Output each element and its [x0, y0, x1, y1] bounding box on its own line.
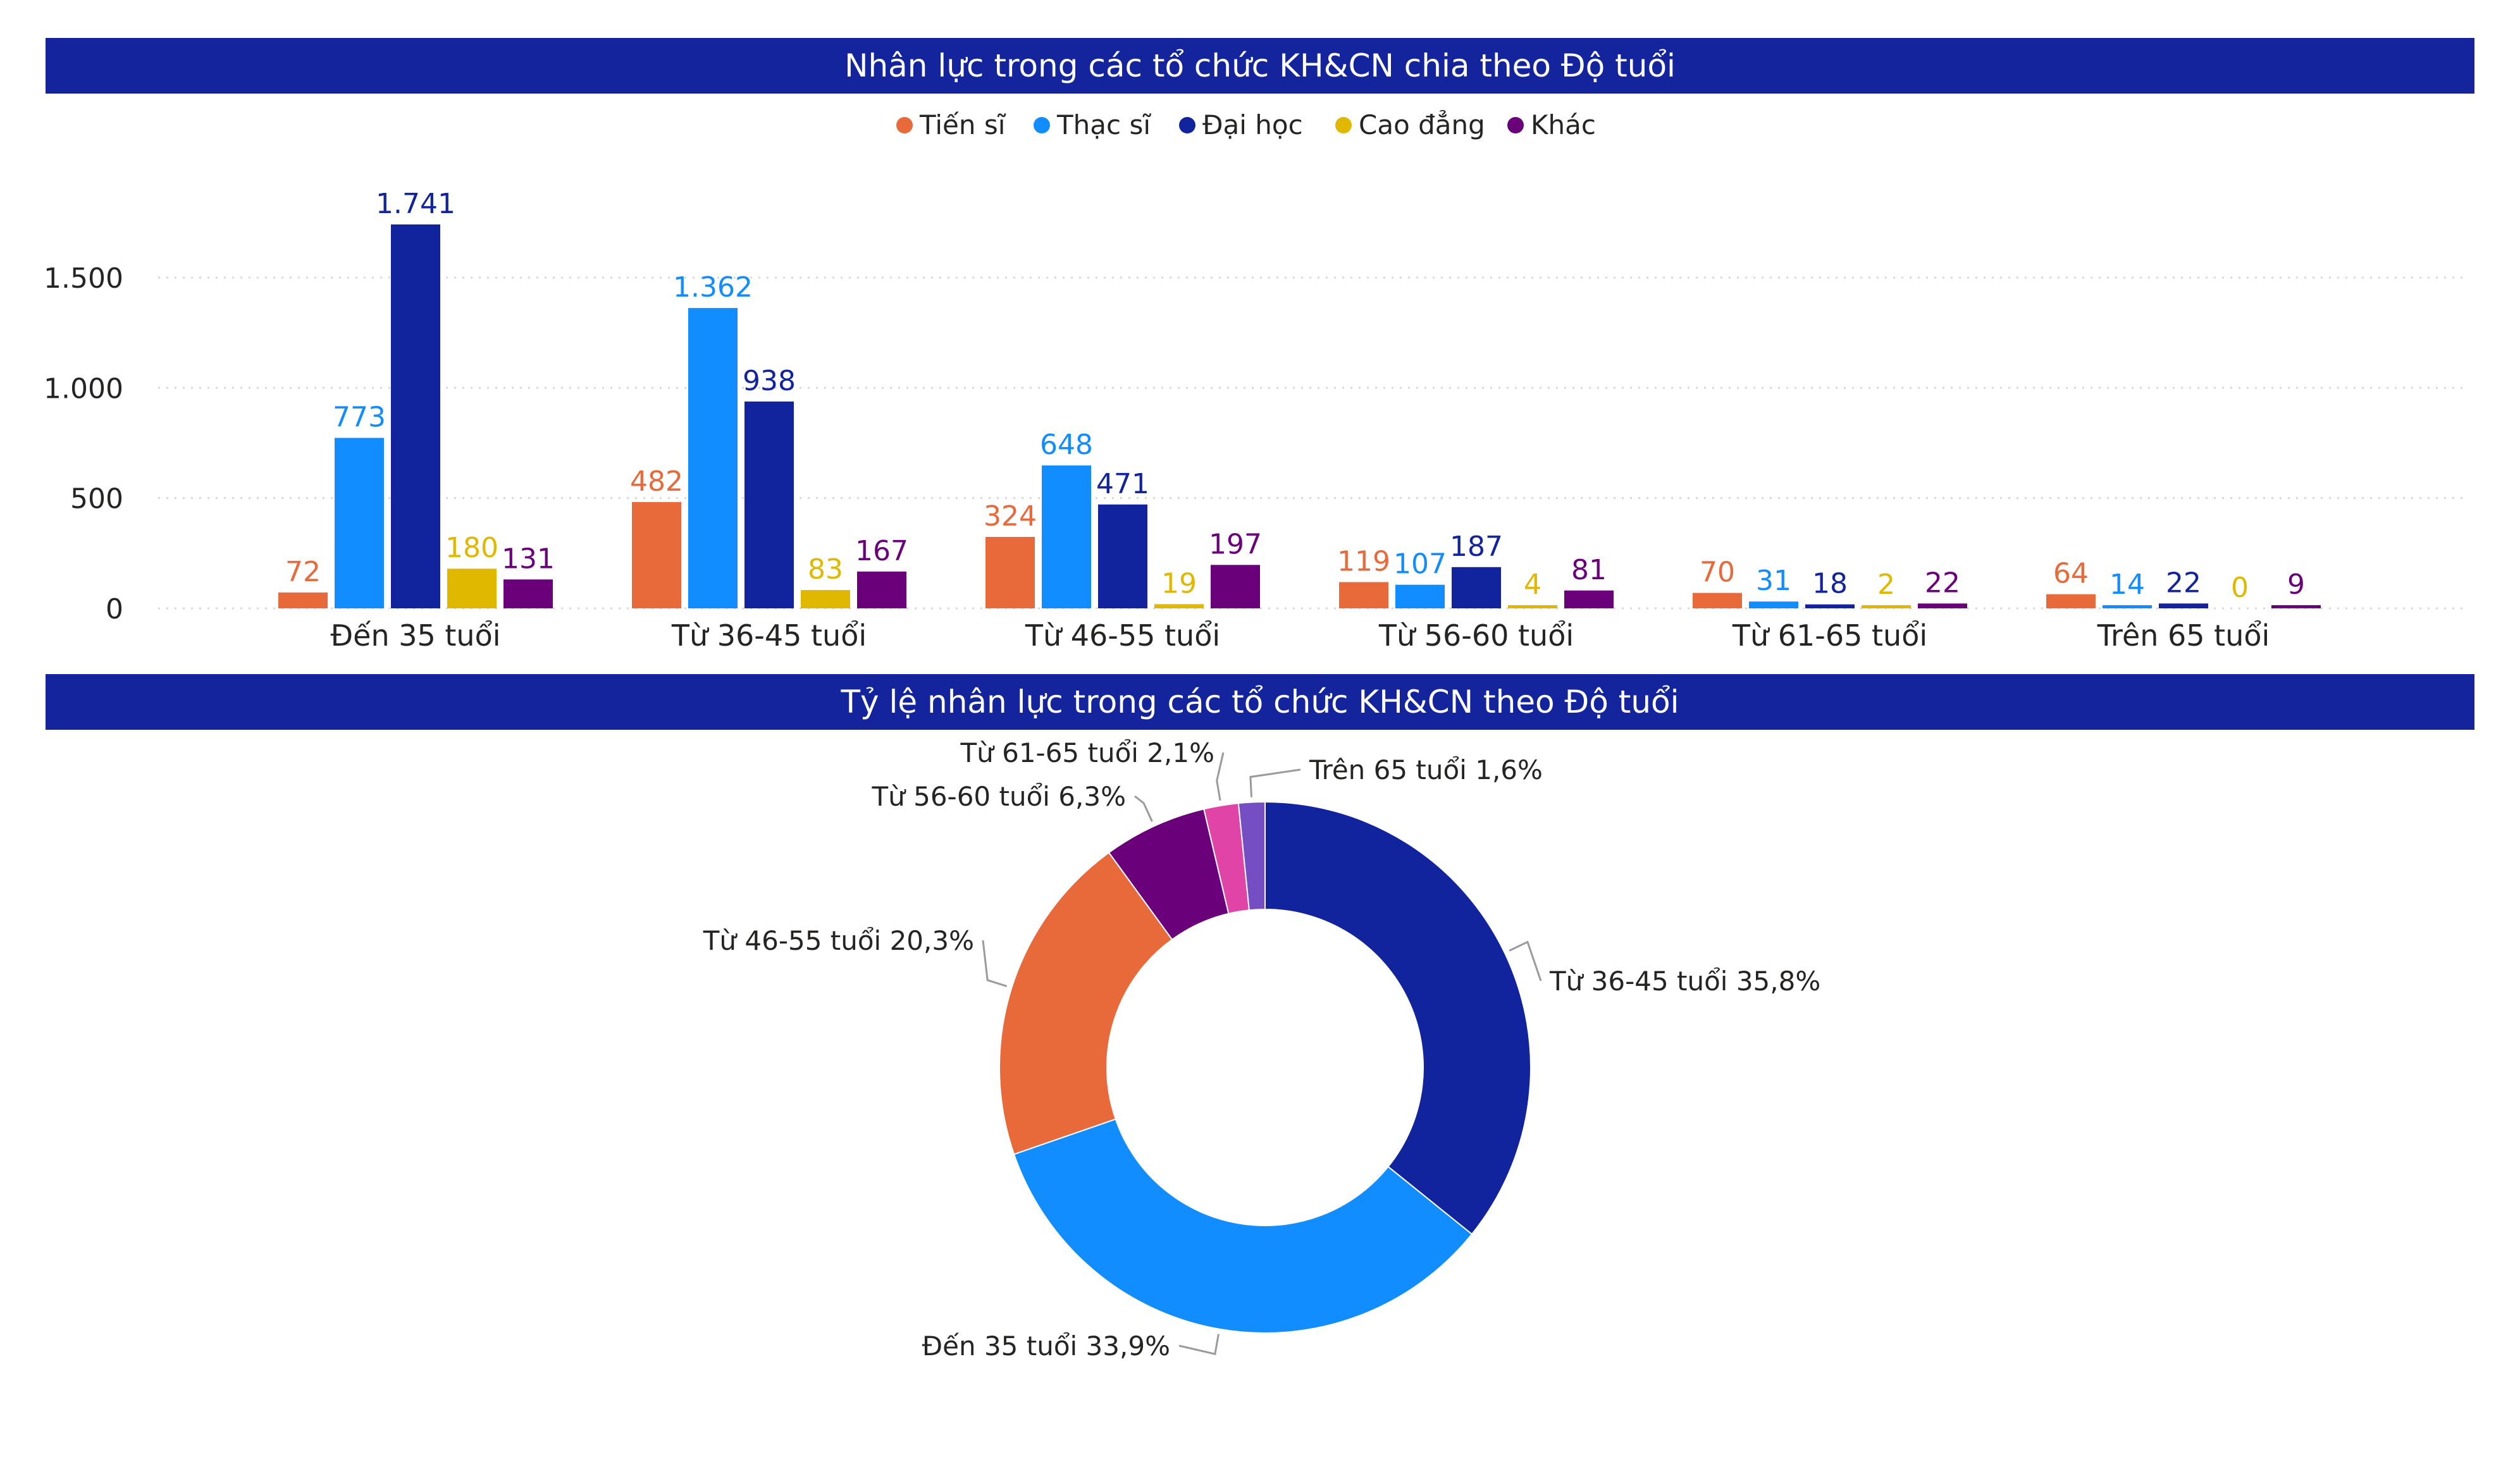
y-tick-label: 1.500 — [44, 262, 123, 295]
leader-line — [1249, 768, 1301, 797]
slice-label-tu-36-45-tuoi: Từ 36-45 tuổi 35,8% — [1549, 966, 1820, 997]
bar-cao-dang-tu-36-45-tuoi — [801, 590, 850, 608]
x-tick-label: Từ 36-45 tuổi — [671, 618, 867, 653]
bar-khac-den-35-tuoi — [503, 579, 553, 608]
data-label: 22 — [1925, 567, 1960, 599]
x-tick-label: Từ 46-55 tuổi — [1025, 618, 1220, 653]
data-label: 83 — [808, 553, 843, 586]
x-tick-label: Trên 65 tuổi — [2097, 618, 2270, 653]
data-label: 938 — [743, 365, 796, 397]
bar-dai-hoc-tu-46-55-tuoi — [1098, 504, 1147, 608]
bar-khac-tu-46-55-tuoi — [1211, 565, 1260, 608]
data-label: 471 — [1096, 468, 1149, 500]
data-label: 187 — [1450, 531, 1503, 563]
x-tick-label: Từ 56-60 tuổi — [1378, 618, 1574, 653]
donut-chart: Từ 36-45 tuổi 35,8% Đến 35 tuổi 33,9% Từ 4… — [703, 737, 1821, 1362]
data-label: 31 — [1756, 565, 1791, 597]
slice-label-tu-46-55-tuoi: Từ 46-55 tuổi 20,3% — [703, 925, 974, 956]
data-label: 107 — [1393, 548, 1447, 581]
leader-line — [982, 940, 1008, 988]
bar-cao-dang-den-35-tuoi — [447, 569, 497, 608]
bar-dai-hoc-den-35-tuoi — [391, 224, 440, 608]
data-label: 81 — [1571, 554, 1607, 586]
data-label: 70 — [1700, 556, 1735, 589]
legend-label-cao-dang: Cao đẳng — [1359, 109, 1485, 140]
bar-thac-si-tu-46-55-tuoi — [1042, 465, 1091, 608]
y-tick-label: 1.000 — [44, 372, 123, 405]
data-label: 19 — [1161, 567, 1197, 599]
data-label: 131 — [502, 543, 555, 575]
data-label: 2 — [1877, 569, 1895, 601]
bar-dai-hoc-tu-36-45-tuoi — [744, 401, 794, 608]
bar-khac-tren-65-tuoi — [2271, 605, 2321, 608]
slice-tren-65-tuoi — [1237, 801, 1266, 911]
data-label: 0 — [2231, 572, 2249, 604]
bar-chart: Tiến sĩ Thạc sĩ Đại học Cao đẳng Khác 0 500 1.0… — [44, 109, 2467, 653]
data-label: 14 — [2109, 569, 2145, 601]
donut-chart-title: Tỷ lệ nhân lực trong các tổ chức KH&CN t… — [46, 674, 2474, 730]
bar-tien-si-tu-46-55-tuoi — [985, 537, 1035, 608]
data-label: 773 — [333, 401, 386, 433]
bar-dai-hoc-tu-61-65-tuoi — [1805, 604, 1855, 608]
legend-label-khac: Khác — [1531, 109, 1596, 140]
data-label: 22 — [2166, 567, 2201, 599]
bar-tien-si-den-35-tuoi — [278, 592, 328, 608]
slice-den-35-tuoi — [1013, 1118, 1473, 1334]
bar-dai-hoc-tu-56-60-tuoi — [1452, 567, 1501, 608]
x-tick-label: Đến 35 tuổi — [331, 618, 501, 653]
legend-marker-dai-hoc — [1179, 117, 1195, 133]
legend-marker-khac — [1507, 117, 1524, 133]
legend-marker-tien-si — [896, 117, 913, 133]
legend-label-tien-si: Tiến sĩ — [919, 109, 1006, 140]
leader-line — [1134, 795, 1153, 822]
bar-chart-title: Nhân lực trong các tổ chức KH&CN chia th… — [46, 38, 2474, 94]
data-label: 64 — [2053, 558, 2089, 590]
data-label: 9 — [2287, 569, 2305, 601]
bar-tien-si-tu-61-65-tuoi — [1693, 593, 1742, 608]
legend-marker-cao-dang — [1335, 117, 1352, 133]
x-tick-label: Từ 61-65 tuổi — [1732, 618, 1927, 653]
legend-label-thac-si: Thạc sĩ — [1056, 109, 1151, 140]
legend-marker-thac-si — [1034, 117, 1050, 133]
leader-line — [1216, 752, 1225, 801]
data-label: 119 — [1337, 546, 1390, 578]
data-label: 482 — [630, 465, 683, 498]
y-tick-label: 500 — [70, 483, 123, 515]
leader-line — [1509, 940, 1542, 981]
data-label: 167 — [855, 535, 908, 567]
slice-label-tren-65-tuoi: Trên 65 tuổi 1,6% — [1309, 754, 1543, 785]
bar-thac-si-tren-65-tuoi — [2103, 605, 2152, 608]
data-label: 324 — [984, 500, 1037, 532]
y-tick-label: 0 — [106, 593, 123, 625]
slice-tu-36-45-tuoi — [1264, 801, 1531, 1236]
bar-tien-si-tren-65-tuoi — [2046, 594, 2096, 608]
bar-thac-si-tu-61-65-tuoi — [1749, 601, 1798, 608]
bar-cao-dang-tu-56-60-tuoi — [1508, 605, 1557, 608]
legend-label-dai-hoc: Đại học — [1202, 109, 1303, 140]
leader-line — [1178, 1334, 1220, 1355]
bar-dai-hoc-tren-65-tuoi — [2159, 603, 2208, 608]
bar-tien-si-tu-56-60-tuoi — [1339, 582, 1388, 608]
data-label: 180 — [445, 532, 498, 564]
slice-tu-46-55-tuoi — [999, 851, 1173, 1155]
data-label: 4 — [1524, 569, 1541, 601]
slice-label-den-35-tuoi: Đến 35 tuổi 33,9% — [922, 1331, 1170, 1362]
data-label: 648 — [1040, 429, 1093, 461]
bar-thac-si-tu-56-60-tuoi — [1395, 584, 1445, 608]
data-label: 197 — [1209, 528, 1262, 560]
bar-cao-dang-tu-61-65-tuoi — [1862, 605, 1911, 608]
data-label: 72 — [285, 556, 321, 588]
data-label: 1.741 — [376, 188, 455, 220]
bar-cao-dang-tu-46-55-tuoi — [1154, 604, 1204, 608]
bar-khac-tu-36-45-tuoi — [857, 571, 906, 608]
slice-label-tu-61-65-tuoi: Từ 61-65 tuổi 2,1% — [960, 737, 1214, 768]
slice-label-tu-56-60-tuoi: Từ 56-60 tuổi 6,3% — [871, 781, 1126, 812]
bar-khac-tu-61-65-tuoi — [1918, 603, 1967, 608]
data-label: 1.362 — [673, 271, 753, 304]
bar-thac-si-tu-36-45-tuoi — [688, 308, 738, 608]
bar-tien-si-tu-36-45-tuoi — [632, 501, 681, 608]
bar-khac-tu-56-60-tuoi — [1564, 590, 1614, 608]
data-label: 18 — [1812, 568, 1848, 600]
bar-thac-si-den-35-tuoi — [335, 438, 384, 608]
